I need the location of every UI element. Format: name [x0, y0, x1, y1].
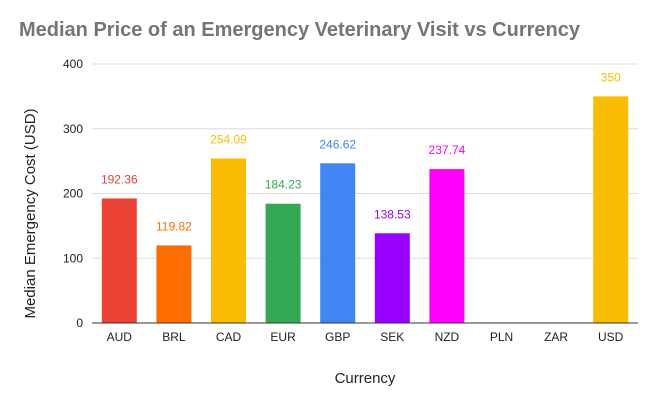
data-label-brl: 119.82 — [156, 219, 192, 233]
bar-aud — [101, 198, 137, 323]
x-axis-ticks: AUD BRL CAD EUR GBP SEK NZD PLN ZAR USD — [107, 330, 624, 344]
y-tick-label: 100 — [63, 251, 83, 265]
y-tick-label: 200 — [63, 187, 83, 201]
data-labels: 192.36 119.82 254.09 184.23 246.62 138.53 237.… — [101, 70, 621, 233]
x-tick-label: USD — [598, 330, 624, 344]
data-label-usd: 350 — [601, 70, 621, 84]
bar-gbp — [320, 163, 356, 323]
y-tick-label: 0 — [76, 316, 83, 330]
data-label-nzd: 237.74 — [429, 143, 466, 157]
bar-sek — [374, 233, 410, 323]
x-tick-label: BRL — [162, 330, 186, 344]
bar-brl — [156, 245, 192, 323]
data-label-aud: 192.36 — [101, 172, 138, 186]
y-tick-label: 400 — [63, 57, 83, 71]
x-tick-label: GBP — [325, 330, 350, 344]
x-axis-title: Currency — [335, 370, 396, 387]
x-tick-label: NZD — [435, 330, 460, 344]
y-axis-title: Median Emergency Cost (USD) — [22, 108, 39, 318]
x-tick-label: ZAR — [544, 330, 568, 344]
bar-nzd — [429, 169, 465, 323]
bar-eur — [265, 203, 301, 323]
x-tick-label: CAD — [216, 330, 242, 344]
data-label-eur: 184.23 — [265, 178, 302, 192]
x-tick-label: PLN — [490, 330, 513, 344]
y-axis-ticks: 0 100 200 300 400 — [63, 57, 83, 330]
bars — [101, 96, 629, 323]
data-label-sek: 138.53 — [374, 207, 411, 221]
data-label-cad: 254.09 — [210, 132, 247, 146]
x-tick-label: EUR — [270, 330, 296, 344]
chart-title: Median Price of an Emergency Veterinary … — [19, 19, 580, 41]
bar-cad — [211, 158, 246, 323]
y-tick-label: 300 — [63, 122, 83, 136]
bar-usd — [593, 96, 629, 323]
x-tick-label: SEK — [380, 330, 404, 344]
data-label-gbp: 246.62 — [319, 137, 356, 151]
x-tick-label: AUD — [107, 330, 133, 344]
